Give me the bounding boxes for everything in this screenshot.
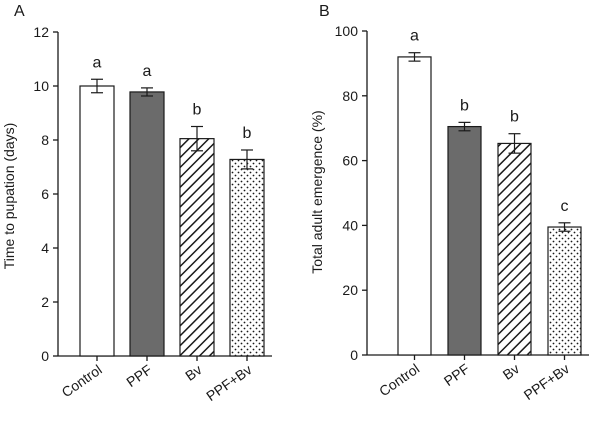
panel-b-significance-label: b bbox=[460, 97, 469, 114]
panel-b-significance-label: c bbox=[561, 198, 569, 215]
panel-b-y-tick-label: 0 bbox=[350, 347, 358, 363]
panel-b-y-tick-label: 60 bbox=[342, 153, 358, 169]
panel-a-significance-label: a bbox=[93, 54, 102, 71]
panel-a-category-label: Bv bbox=[182, 361, 205, 383]
panel-a-y-tick-label: 4 bbox=[41, 240, 49, 256]
panel-a-bar-bv bbox=[179, 138, 215, 357]
panel-a-category-label: PPF+Bv bbox=[203, 361, 255, 404]
panel-a-bar-control bbox=[79, 85, 115, 357]
panel-a-bar-ppf-bv bbox=[229, 158, 265, 357]
panel-b-category-label: Bv bbox=[500, 360, 523, 382]
panel-b-bar-ppf-bv bbox=[547, 226, 582, 356]
panel-b-bar-bv bbox=[497, 142, 532, 356]
panel-b-significance-label: a bbox=[410, 28, 419, 45]
panel-b-bar-ppf bbox=[447, 125, 482, 356]
panel-a-significance-label: b bbox=[243, 125, 252, 142]
panel-b-bar-control bbox=[397, 56, 432, 356]
panel-b-y-tick-label: 40 bbox=[342, 217, 358, 233]
panel-a-y-tick-label: 10 bbox=[33, 78, 49, 94]
panel-b-category-label: PPF bbox=[441, 360, 472, 389]
panel-a-significance-label: b bbox=[193, 102, 202, 119]
panel-a-y-tick-label: 8 bbox=[41, 132, 49, 148]
panel-a-bar-ppf bbox=[129, 91, 165, 357]
panel-b: B Total adult emergence (%) 0 20 40 60 80 100… bbox=[309, 3, 589, 403]
panel-a-significance-label: a bbox=[143, 63, 152, 80]
panel-a: A Time to pupation (days) 0 2 4 6 8 10 12 a Cont… bbox=[1, 3, 272, 404]
panel-a-label: A bbox=[14, 3, 25, 20]
panel-b-y-tick-label: 100 bbox=[335, 23, 359, 39]
panel-b-significance-label: b bbox=[510, 109, 519, 126]
panel-b-category-label: Control bbox=[376, 360, 422, 399]
panel-b-category-label: PPF+Bv bbox=[521, 360, 573, 403]
panel-b-y-axis-label: Total adult emergence (%) bbox=[309, 110, 325, 273]
panel-b-y-tick-label: 80 bbox=[342, 88, 358, 104]
panel-a-y-tick-label: 12 bbox=[33, 24, 49, 40]
panel-a-y-tick-label: 2 bbox=[41, 294, 49, 310]
panel-b-y-tick-label: 20 bbox=[342, 282, 358, 298]
panel-a-y-tick-label: 6 bbox=[41, 186, 49, 202]
panel-a-y-tick-label: 0 bbox=[41, 348, 49, 364]
panel-a-y-axis-label: Time to pupation (days) bbox=[1, 123, 17, 270]
panel-a-category-label: Control bbox=[59, 361, 105, 400]
panel-b-label: B bbox=[319, 3, 330, 20]
panel-a-category-label: PPF bbox=[123, 361, 154, 390]
